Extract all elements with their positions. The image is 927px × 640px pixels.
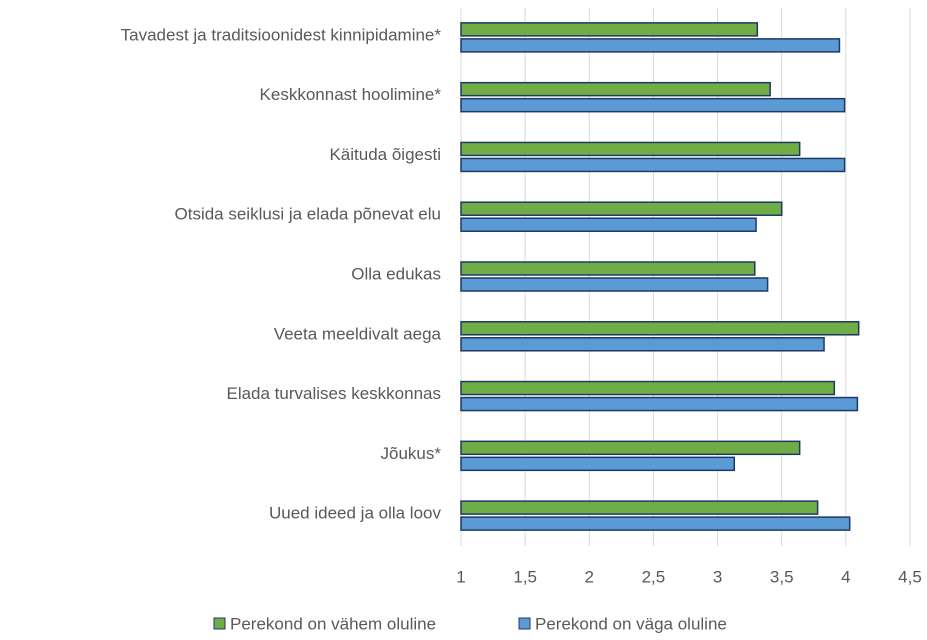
bar: [460, 380, 836, 396]
bar: [460, 440, 801, 456]
x-tick-label: 1: [456, 567, 465, 586]
bar: [460, 277, 769, 292]
y-tick-label: Käituda õigesti: [329, 145, 441, 164]
bar: [460, 38, 841, 53]
x-tick-label: 2: [585, 567, 594, 586]
y-tick-label: Jõukus*: [381, 444, 442, 463]
bar: [460, 81, 771, 97]
legend-label: Perekond on vähem oluline: [230, 614, 436, 633]
y-tick-label: Veeta meeldivalt aega: [274, 324, 442, 343]
x-tick-label: 4: [841, 567, 850, 586]
legend-swatch: [213, 617, 226, 630]
bar: [460, 261, 756, 276]
bar: [460, 456, 735, 472]
y-tick-label: Uued ideed ja olla loov: [269, 504, 442, 523]
x-tick-label: 3,5: [770, 567, 794, 586]
bar: [460, 97, 846, 113]
bar: [460, 321, 860, 336]
bar: [460, 217, 757, 232]
legend-swatch: [518, 617, 531, 630]
bar: [460, 396, 859, 412]
x-tick-label: 4,5: [898, 567, 922, 586]
bar: [460, 141, 801, 157]
y-tick-label: Keskkonnast hoolimine*: [260, 85, 442, 104]
y-tick-label: Olla edukas: [351, 264, 441, 283]
bar: [460, 22, 759, 37]
bar: [460, 337, 825, 352]
x-tick-label: 3: [713, 567, 722, 586]
y-tick-label: Otsida seiklusi ja elada põnevat elu: [175, 205, 442, 224]
bar: [460, 157, 846, 173]
bar: [460, 201, 783, 216]
y-tick-label: Elada turvalises keskkonnas: [226, 384, 441, 403]
bar: [460, 500, 819, 515]
y-tick-label: Tavadest ja traditsioonidest kinnipidami…: [121, 25, 442, 44]
x-tick-label: 1,5: [513, 567, 537, 586]
legend-label: Perekond on väga oluline: [535, 614, 727, 633]
x-tick-label: 2,5: [642, 567, 666, 586]
bar: [460, 516, 851, 531]
